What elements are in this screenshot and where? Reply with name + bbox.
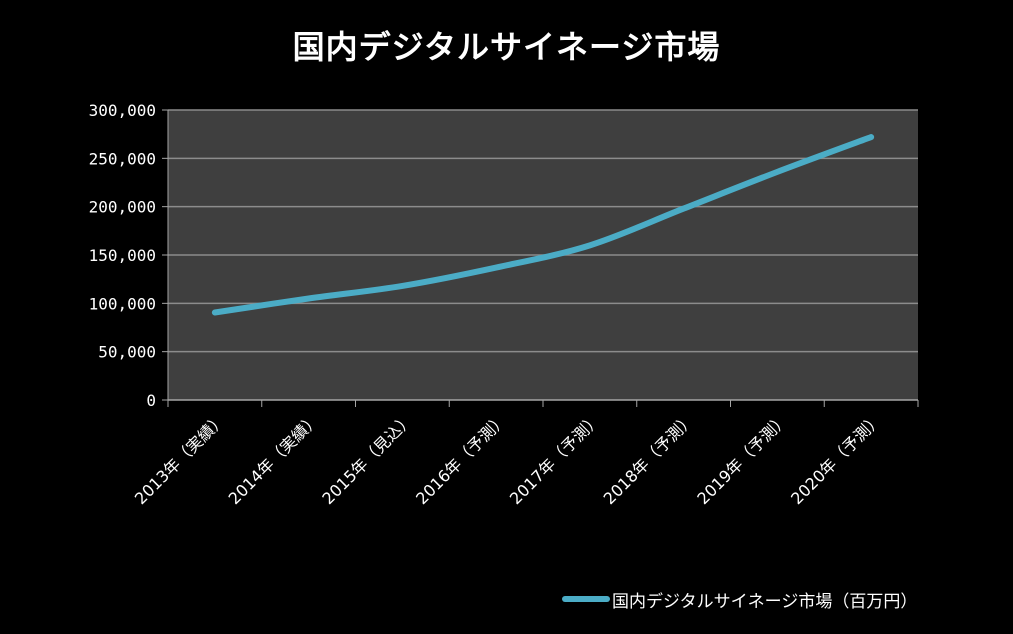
legend: 国内デジタルサイネージ市場（百万円） [562, 587, 918, 612]
y-tick-label: 100,000 [89, 294, 156, 313]
x-tick-label: 2018年（予測） [600, 409, 699, 508]
x-tick-label: 2014年（実績） [225, 409, 324, 508]
y-tick-label: 200,000 [89, 198, 156, 217]
x-tick-label: 2015年（見込） [318, 409, 417, 508]
y-tick-label: 300,000 [89, 101, 156, 120]
x-tick-label: 2016年（予測） [412, 409, 511, 508]
axes [162, 109, 919, 407]
x-tick-label: 2020年（予測） [787, 409, 886, 508]
y-axis-tick-labels: 0 50,000 100,000 150,000 200,000 250,000 300,0… [89, 101, 156, 410]
series-line [211, 134, 875, 316]
y-tick-label: 0 [146, 391, 156, 410]
x-tick-label: 2019年（予測） [693, 409, 792, 508]
y-tick-label: 250,000 [89, 149, 156, 168]
legend-label: 国内デジタルサイネージ市場（百万円） [612, 591, 918, 612]
legend-swatch [562, 596, 610, 602]
series-lines [211, 134, 875, 316]
chart-title: 国内デジタルサイネージ市場 [292, 28, 721, 66]
x-tick-label: 2013年（実績） [131, 409, 230, 508]
x-tick-label: 2017年（予測） [506, 409, 605, 508]
y-tick-label: 50,000 [98, 343, 156, 362]
y-tick-label: 150,000 [89, 246, 156, 265]
x-axis-tick-labels: 2013年（実績）2014年（実績）2015年（見込）2016年（予測）2017… [131, 409, 886, 508]
